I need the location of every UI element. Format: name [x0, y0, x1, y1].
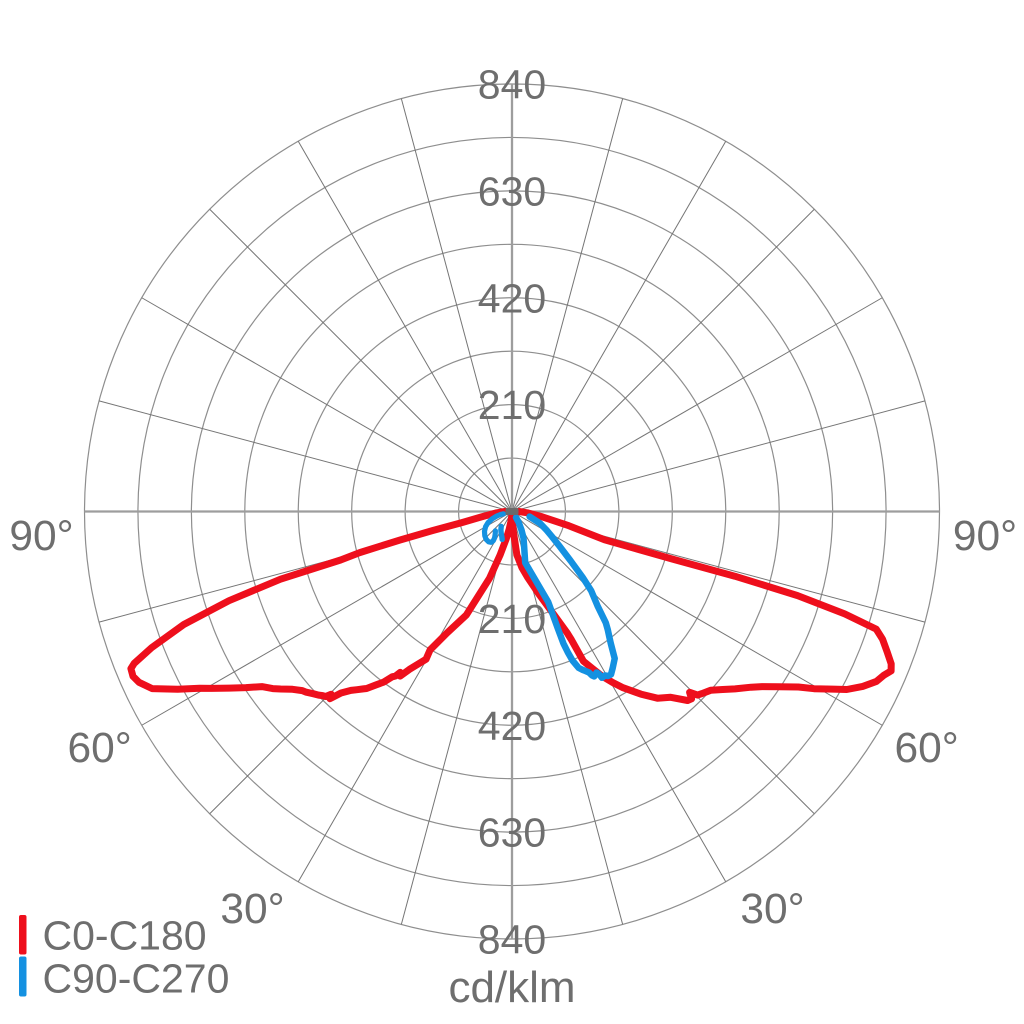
svg-text:30°: 30° — [740, 886, 804, 933]
svg-text:840: 840 — [478, 62, 546, 108]
svg-text:30°: 30° — [220, 886, 284, 933]
svg-text:C0-C180: C0-C180 — [43, 913, 207, 959]
svg-text:210: 210 — [478, 596, 546, 642]
svg-text:210: 210 — [478, 382, 546, 428]
svg-text:90°: 90° — [9, 513, 73, 560]
svg-text:630: 630 — [478, 810, 546, 856]
svg-text:cd/klm: cd/klm — [448, 963, 575, 1012]
svg-text:420: 420 — [478, 275, 546, 321]
svg-text:420: 420 — [478, 703, 546, 749]
svg-text:60°: 60° — [894, 725, 958, 772]
svg-text:840: 840 — [478, 917, 546, 963]
svg-text:630: 630 — [478, 168, 546, 214]
svg-text:C90-C270: C90-C270 — [43, 956, 230, 1002]
svg-text:90°: 90° — [953, 513, 1017, 560]
svg-text:60°: 60° — [67, 725, 131, 772]
